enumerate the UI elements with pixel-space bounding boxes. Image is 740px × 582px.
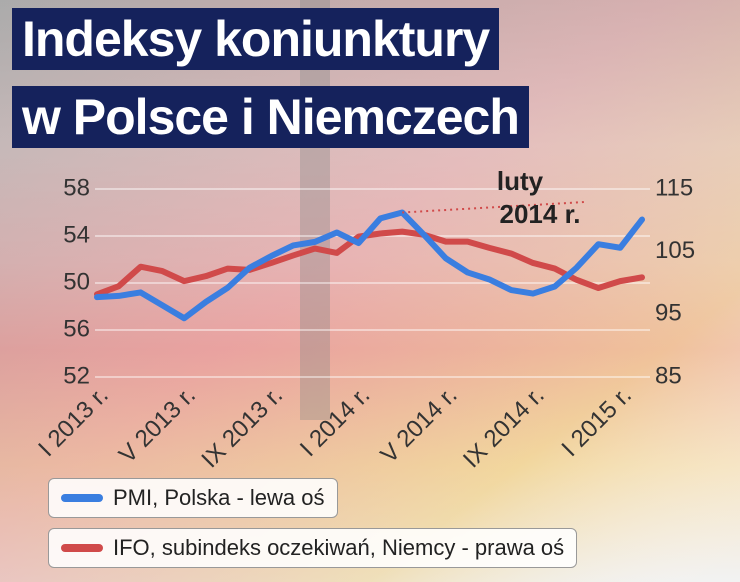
title-line: w Polsce i Niemczech <box>12 86 529 148</box>
legend-item: PMI, Polska - lewa oś <box>48 478 338 518</box>
annotation: luty <box>497 166 544 196</box>
legend-item: IFO, subindeks oczekiwań, Niemcy - prawa… <box>48 528 578 568</box>
annotation: 2014 r. <box>500 199 581 229</box>
y2-tick-label: 95 <box>655 300 682 327</box>
background-pole <box>300 0 330 420</box>
y2-tick-label: 105 <box>655 237 695 264</box>
legend-label: PMI, Polska - lewa oś <box>113 485 325 510</box>
y-tick-label: 58 <box>63 174 90 201</box>
title-line: Indeksy koniunktury <box>12 8 500 70</box>
y-tick-label: 56 <box>63 315 90 342</box>
y2-tick-label: 115 <box>655 174 693 201</box>
legend-label: IFO, subindeks oczekiwań, Niemcy - prawa… <box>113 535 565 560</box>
y-tick-label: 52 <box>63 362 90 389</box>
annotation-leader <box>402 201 586 214</box>
y-tick-label: 54 <box>63 221 90 248</box>
y2-tick-label: 85 <box>655 362 682 389</box>
y-tick-label: 50 <box>63 268 90 295</box>
legend-swatch <box>61 544 103 552</box>
series-line <box>94 209 645 322</box>
legend-swatch <box>61 494 103 502</box>
